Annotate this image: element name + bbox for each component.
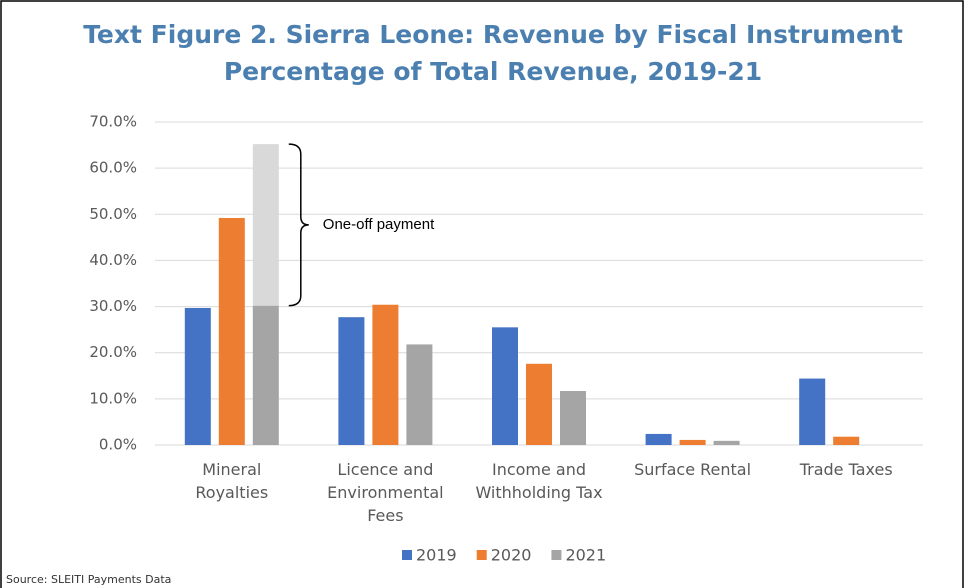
legend-label: 2021	[565, 546, 606, 565]
one-off-segment	[252, 144, 279, 306]
source: Source: SLEITI Payments Data	[6, 573, 171, 586]
bar	[713, 440, 740, 445]
x-tick-label: Trade Taxes	[799, 460, 893, 479]
bracket	[288, 143, 309, 307]
legend-swatch	[551, 550, 562, 560]
legend-label: 2020	[491, 546, 532, 565]
bar	[338, 317, 365, 445]
chart-title: Text Figure 2. Sierra Leone: Revenue by …	[83, 20, 903, 49]
chart-subtitle: Percentage of Total Revenue, 2019-21	[224, 57, 762, 86]
y-tick-label: 70.0%	[89, 113, 137, 131]
bar	[645, 433, 672, 445]
x-tick-label: Income and Withholding Tax	[475, 460, 603, 502]
bar	[218, 217, 245, 445]
bar	[252, 305, 279, 445]
bar	[406, 344, 433, 445]
legend-swatch	[402, 550, 412, 560]
y-tick-label: 0.0%	[99, 436, 137, 454]
y-tick-label: 50.0%	[89, 205, 137, 223]
y-tick-label: 40.0%	[89, 251, 137, 269]
bar	[184, 307, 211, 445]
y-tick-label: 30.0%	[89, 297, 137, 315]
bar	[679, 439, 706, 445]
annotation: One-off payment	[323, 216, 435, 233]
y-tick-label: 60.0%	[89, 159, 137, 177]
x-tick-label: Licence and Environmental Fees	[327, 460, 444, 525]
x-tick-label: Surface Rental	[634, 460, 752, 479]
bar	[799, 378, 826, 445]
legend-swatch	[476, 550, 487, 560]
y-tick-label: 20.0%	[89, 343, 137, 361]
x-tick-label: Mineral Royalties	[195, 460, 269, 502]
bar	[526, 363, 552, 445]
bar	[833, 436, 860, 445]
bar	[372, 304, 399, 445]
legend-label: 2019	[416, 546, 457, 565]
y-tick-label: 10.0%	[89, 389, 137, 407]
bar	[560, 391, 586, 445]
bar	[492, 327, 518, 445]
